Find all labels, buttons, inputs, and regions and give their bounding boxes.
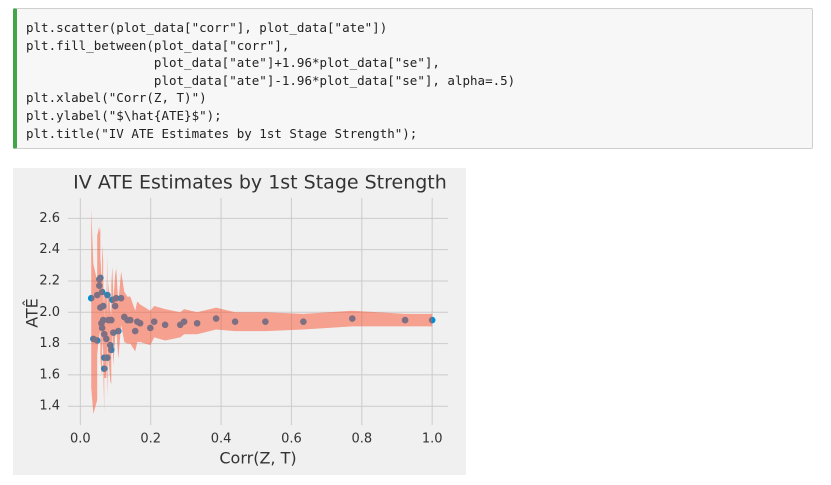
point: [106, 341, 114, 349]
code-line: plt.xlabel("Corr(Z, T)"): [26, 90, 207, 106]
point: [97, 274, 104, 282]
code-line: plot_data["ate"]-1.96*plot_data["se"], a…: [26, 72, 516, 88]
point: [212, 315, 220, 322]
point: [150, 318, 158, 325]
point: [98, 319, 105, 327]
point: [231, 318, 239, 325]
point: [96, 276, 103, 283]
point: [115, 327, 122, 335]
point: [161, 321, 169, 329]
point: [107, 346, 115, 354]
x-tick-label: 1.0: [422, 432, 443, 447]
point: [147, 324, 154, 332]
code-line: plt.scatter(plot_data["corr"], plot_data…: [26, 20, 388, 35]
y-tick-label: 2.4: [39, 242, 60, 257]
point: [109, 296, 116, 304]
point: [100, 365, 108, 372]
point: [428, 316, 436, 324]
point: [348, 315, 356, 322]
point: [110, 329, 117, 336]
point: [176, 321, 184, 329]
point: [120, 313, 128, 321]
point: [99, 302, 107, 310]
confidence-band: [91, 208, 433, 415]
point: [124, 316, 131, 324]
x-tick-label: 0.4: [211, 432, 232, 447]
point: [98, 324, 106, 332]
point: [99, 316, 107, 324]
point: [97, 304, 104, 311]
code: plt.scatter(plot_data["corr"], plot_data…: [26, 19, 812, 142]
point: [193, 319, 201, 327]
y-tick-label: 1.6: [39, 367, 60, 382]
point: [300, 318, 307, 325]
point: [100, 330, 108, 338]
code-line: plt.title("IV ATE Estimates by 1st Stage…: [26, 125, 418, 141]
point: [90, 335, 97, 343]
point: [104, 354, 111, 361]
point: [126, 316, 134, 324]
point: [87, 294, 95, 302]
x-tick-label: 0.6: [281, 432, 302, 447]
point: [98, 288, 106, 296]
code-line: plt.fill_between(plot_data["corr"],: [26, 37, 290, 53]
point: [134, 318, 141, 325]
y-axis-label: ATÊ: [23, 298, 42, 328]
point: [107, 316, 115, 324]
code-line: plot_data["ate"]+1.96*plot_data["se"],: [26, 55, 440, 71]
point: [93, 337, 101, 344]
chart-title: IV ATE Estimates by 1st Stage Strength: [73, 172, 447, 194]
point: [117, 294, 125, 302]
y-tick-label: 1.4: [39, 399, 60, 414]
x-tick-label: 0.2: [140, 432, 161, 447]
y-tick-label: 2.2: [39, 273, 60, 288]
point: [401, 316, 409, 324]
chart-background: [13, 168, 466, 475]
y-tick-label: 1.8: [39, 336, 60, 351]
code-line: plt.ylabel("$\hat{ATE}$");: [26, 107, 222, 123]
y-tick-label: 2.0: [39, 305, 60, 320]
point: [180, 318, 188, 325]
x-axis-label: Corr(Z, T): [219, 449, 296, 468]
point: [100, 354, 108, 361]
point: [131, 327, 139, 335]
code-cell[interactable]: plt.scatter(plot_data["corr"], plot_data…: [13, 8, 813, 149]
point: [105, 316, 112, 324]
point: [93, 291, 101, 299]
point: [96, 282, 103, 289]
point: [111, 302, 119, 310]
point: [262, 318, 269, 325]
y-tick-label: 2.6: [39, 211, 60, 226]
x-tick-label: 0.8: [351, 432, 372, 447]
point: [104, 291, 111, 299]
point: [112, 294, 120, 302]
x-tick-label: 0.0: [70, 432, 91, 447]
point: [136, 319, 144, 327]
point: [103, 335, 110, 343]
